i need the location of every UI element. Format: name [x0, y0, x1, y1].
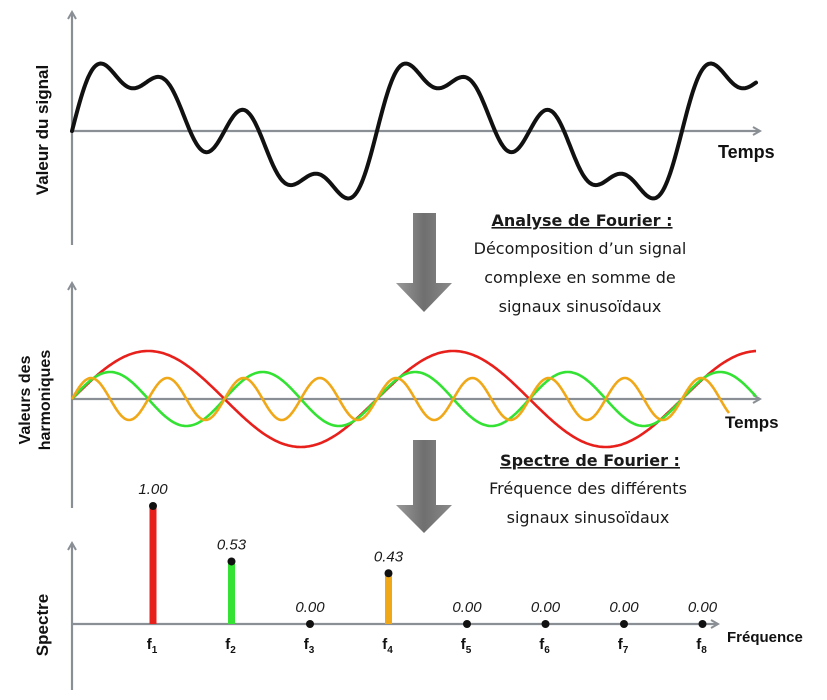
down-arrow-2: [396, 440, 452, 533]
fourier-spectrum-note: Spectre de Fourier : Fréquence des diffé…: [489, 451, 687, 527]
frequency-tick-label-f3: f3: [304, 636, 315, 656]
spectrum-y-label: Spectre: [33, 594, 52, 656]
frequency-tick-label-f7: f7: [618, 636, 629, 656]
frequency-tick-label-f5: f5: [461, 636, 472, 656]
spectrum-value-label-f4: 0.43: [374, 548, 404, 565]
spectrum-marks: 1.00 f1 0.53 f2 0.00 f3 0.43 f4 0.00 f5 0.00 f6 0.00…: [138, 481, 717, 656]
analysis-line-1: Décomposition d’un signal: [474, 239, 687, 258]
spectrum-x-label: Fréquence: [727, 629, 803, 646]
fourier-analysis-note: Analyse de Fourier : Décomposition d’un …: [474, 211, 687, 316]
down-arrow-1: [396, 213, 452, 312]
spectrum-point-f2: [227, 557, 236, 566]
signal-x-label: Temps: [718, 142, 775, 162]
spectrum-value-label-f7: 0.00: [609, 599, 639, 616]
spectrum-value-label-f1: 1.00: [138, 481, 168, 498]
harmonics-y-label-1: Valeurs des: [17, 355, 34, 444]
spectrum-point-f1: [149, 502, 157, 510]
frequency-tick-label-f6: f6: [539, 636, 550, 656]
spectrum-value-label-f3: 0.00: [295, 599, 325, 616]
spectrum-point-f8: [698, 620, 707, 628]
frequency-tick-label-f1: f1: [147, 636, 158, 656]
spectrum-point-f3: [306, 620, 314, 628]
spectrum-point-f4: [384, 569, 393, 578]
signal-y-label: Valeur du signal: [33, 65, 52, 195]
spectrum-point-f6: [541, 620, 550, 628]
harmonic-f4-curve: [70, 376, 731, 422]
spectrum-title: Spectre de Fourier :: [500, 451, 680, 470]
frequency-tick-label-f8: f8: [696, 636, 707, 656]
harmonics-panel: Valeurs des harmoniques Temps: [17, 283, 779, 508]
spectrum-point-f5: [463, 620, 471, 628]
spectrum-value-label-f2: 0.53: [217, 536, 247, 553]
frequency-tick-label-f2: f2: [225, 636, 236, 656]
frequency-tick-label-f4: f4: [382, 636, 393, 656]
composite-signal-curve: [70, 61, 758, 201]
spectrum-line-2: signaux sinusoïdaux: [507, 508, 670, 527]
spectrum-panel: 1.00 f1 0.53 f2 0.00 f3 0.43 f4 0.00 f5 0.00 f6 0.00…: [33, 481, 803, 690]
harmonic-f1-curve: [71, 349, 756, 449]
harmonics-x-label: Temps: [725, 413, 779, 432]
analysis-title: Analyse de Fourier :: [491, 211, 672, 230]
spectrum-value-label-f5: 0.00: [452, 599, 482, 616]
harmonic-f2-curve: [71, 370, 757, 428]
spectrum-line-1: Fréquence des différents: [489, 479, 687, 498]
signal-panel: Valeur du signal Temps: [33, 12, 775, 245]
analysis-line-3: signaux sinusoïdaux: [499, 297, 662, 316]
spectrum-value-label-f6: 0.00: [531, 599, 561, 616]
harmonics-y-label-2: harmoniques: [37, 350, 54, 451]
analysis-line-2: complexe en somme de: [484, 268, 676, 287]
spectrum-value-label-f8: 0.00: [688, 599, 718, 616]
spectrum-point-f7: [620, 620, 628, 628]
